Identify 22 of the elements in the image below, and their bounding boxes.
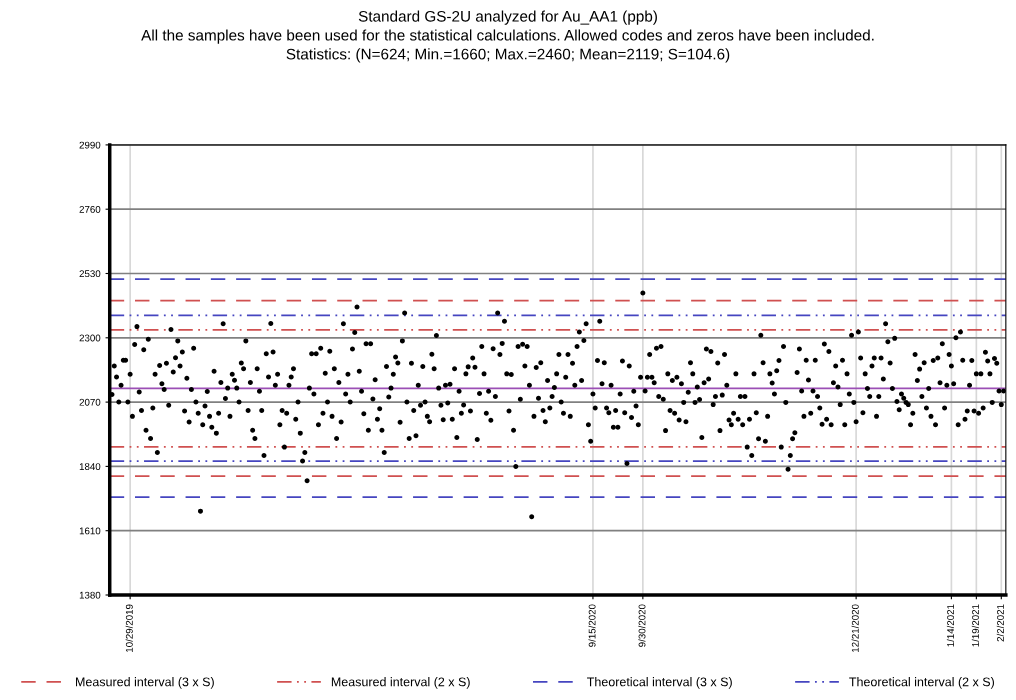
y-tick-label: 1840 (79, 463, 101, 471)
x-tick-label: 9/15/2020 (588, 604, 596, 647)
legend-label: Theoretical interval (2 x S) (849, 677, 994, 689)
x-tick-label: 10/29/2019 (125, 604, 133, 652)
y-tick-label: 1380 (79, 591, 101, 599)
legend-label: Theoretical interval (3 x S) (587, 677, 732, 689)
y-tick-label: 2530 (79, 270, 101, 278)
x-tick-label: 1/14/2021 (946, 604, 954, 647)
y-tick-label: 2760 (79, 205, 101, 213)
chart-subtitle: All the samples have been used for the statistical calculations. Allowed codes and zeros have been included. (141, 29, 874, 44)
legend-label: Measured interval (2 x S) (331, 677, 470, 689)
x-tick-label: 1/19/2021 (971, 604, 979, 647)
y-tick-label: 2300 (79, 334, 101, 342)
x-tick-label: 12/21/2020 (851, 604, 859, 652)
y-tick-label: 1610 (79, 527, 101, 535)
x-tick-label: 2/2/2021 (996, 604, 1004, 642)
y-tick-label: 2070 (79, 398, 101, 406)
chart-title: Standard GS-2U analyzed for Au_AA1 (ppb) (358, 10, 657, 25)
legend-label: Measured interval (3 x S) (76, 677, 214, 689)
x-tick-label: 9/30/2020 (638, 604, 646, 647)
y-tick-label: 2990 (79, 141, 101, 149)
text: Statistics: (N=624; Min.=1660; Max.=2460; Mean=2119; S=104.6) (286, 48, 730, 63)
